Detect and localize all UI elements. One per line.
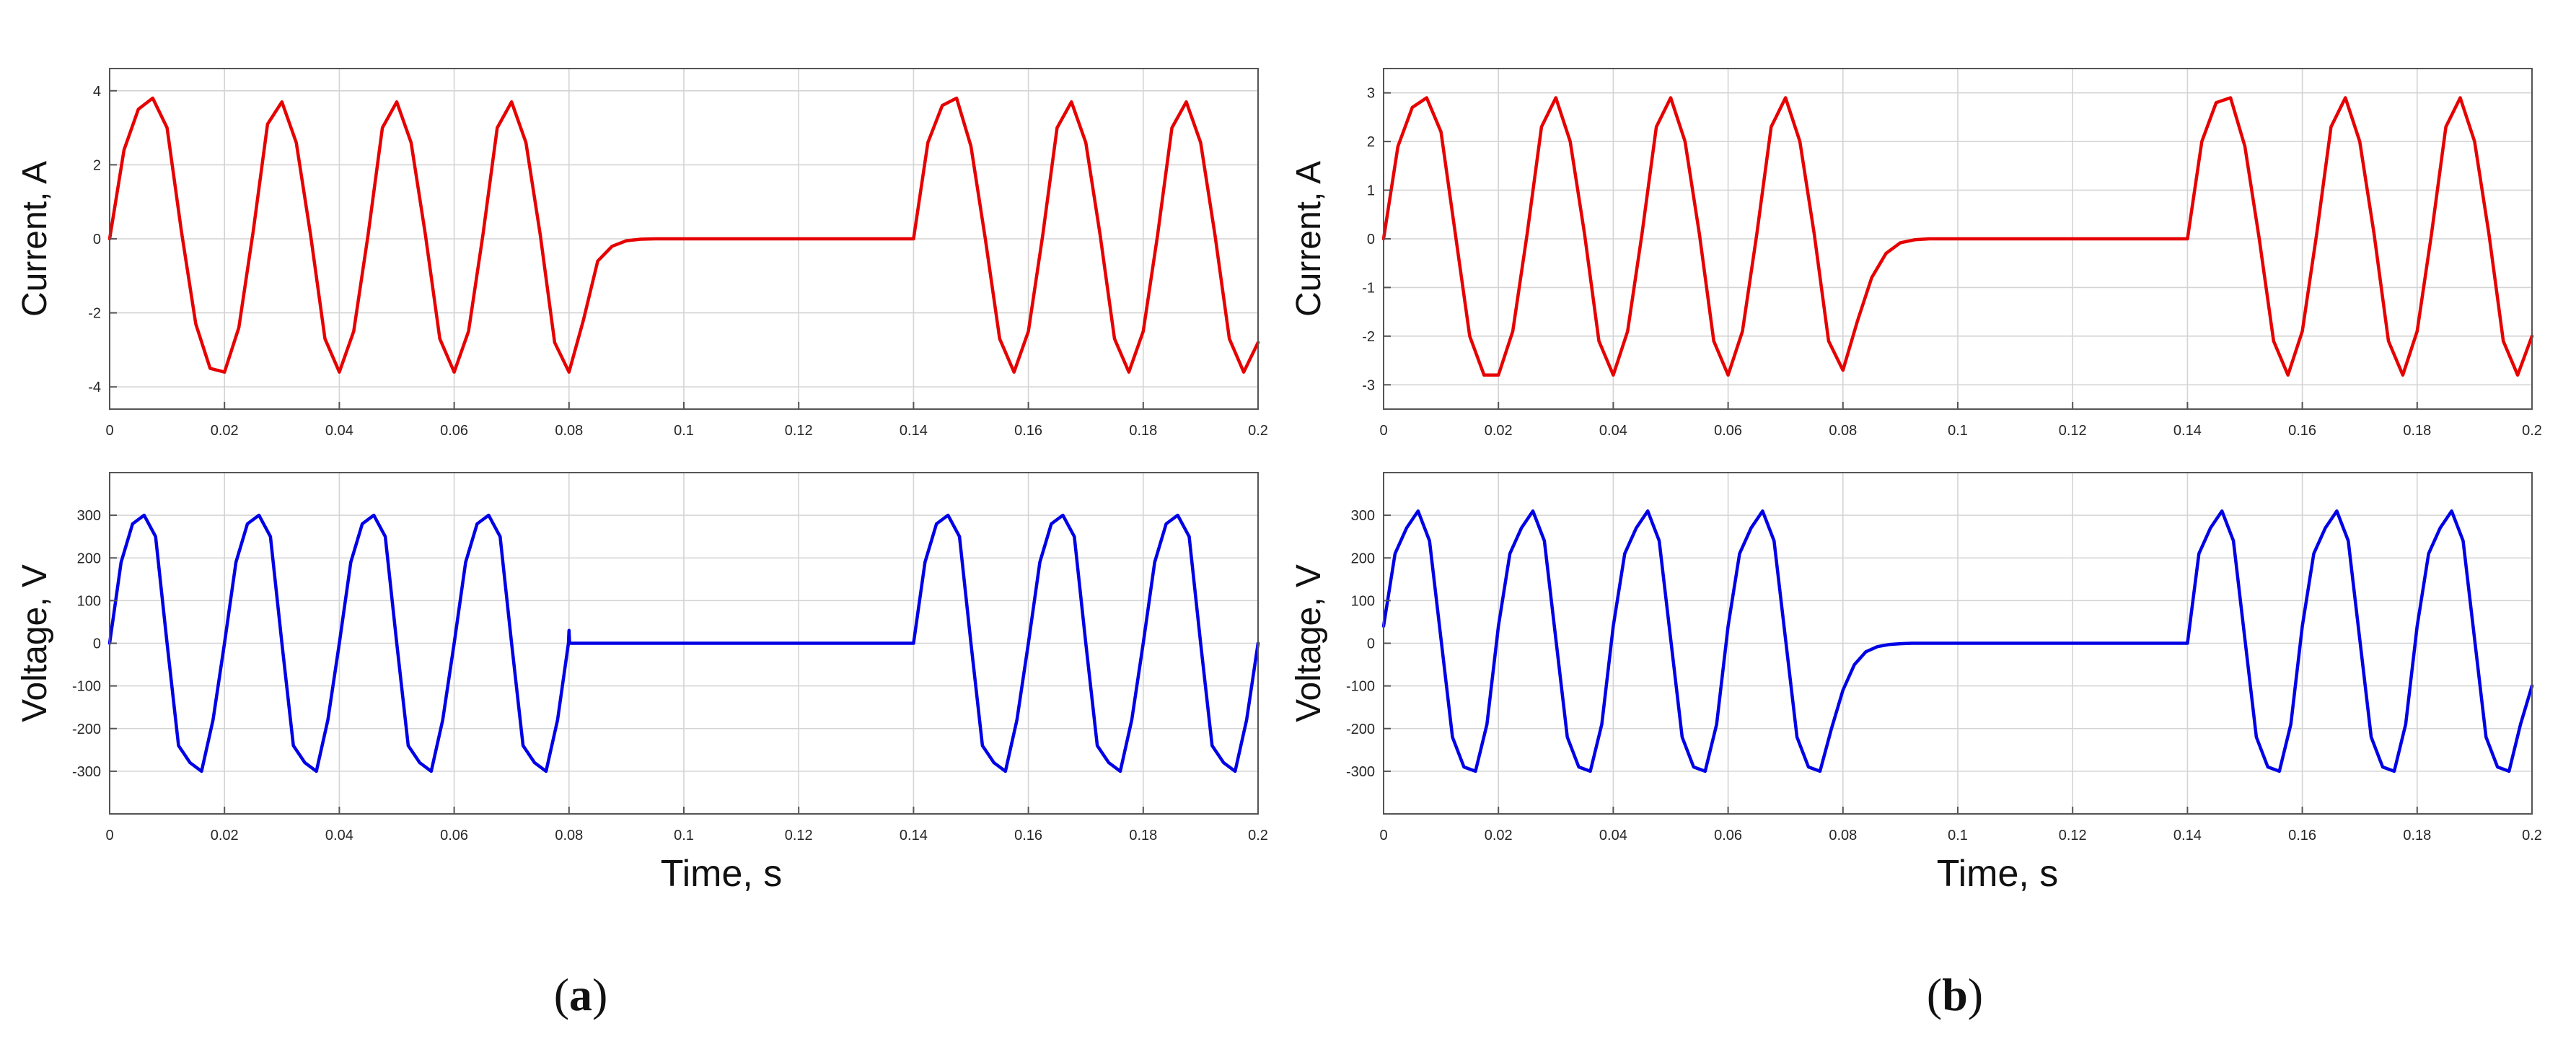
y-tick-label-a-current-1: -2 <box>88 306 101 322</box>
panel-label-b: (b) <box>1927 969 1983 1020</box>
y-axis-label-b-current: Current, A <box>1290 161 1328 317</box>
x-tick-label-b-voltage-9: 0.18 <box>2403 828 2431 843</box>
x-tick-label-a-voltage-0: 0 <box>105 828 113 843</box>
x-tick-label-b-voltage-4: 0.08 <box>1829 828 1857 843</box>
y-tick-label-b-current-0: -3 <box>1362 377 1375 393</box>
x-tick-label-a-voltage-5: 0.1 <box>674 828 694 843</box>
x-tick-label-b-voltage-5: 0.1 <box>1948 828 1968 843</box>
x-tick-label-a-current-8: 0.16 <box>1014 423 1042 439</box>
x-tick-label-a-current-7: 0.14 <box>900 423 928 439</box>
y-tick-label-b-current-6: 3 <box>1367 86 1375 102</box>
x-tick-label-b-current-0: 0 <box>1379 423 1387 439</box>
x-tick-label-b-current-8: 0.16 <box>2288 423 2316 439</box>
y-tick-label-a-voltage-6: 300 <box>77 508 101 524</box>
x-tick-label-b-voltage-7: 0.14 <box>2173 828 2202 843</box>
y-axis-label-a-current: Current, A <box>16 161 54 317</box>
x-tick-label-b-voltage-3: 0.06 <box>1714 828 1742 843</box>
x-tick-label-a-voltage-1: 0.02 <box>211 828 239 843</box>
y-tick-label-a-voltage-3: 0 <box>93 636 101 652</box>
x-tick-label-a-current-6: 0.12 <box>785 423 813 439</box>
x-tick-label-b-voltage-8: 0.16 <box>2288 828 2316 843</box>
series-line-b-current <box>1381 96 2534 377</box>
x-tick-label-a-current-9: 0.18 <box>1129 423 1157 439</box>
x-tick-label-a-voltage-2: 0.04 <box>325 828 353 843</box>
x-tick-label-b-voltage-2: 0.04 <box>1599 828 1627 843</box>
x-tick-label-a-voltage-8: 0.16 <box>1014 828 1042 843</box>
x-tick-label-b-voltage-10: 0.2 <box>2522 828 2542 843</box>
x-tick-label-a-voltage-6: 0.12 <box>785 828 813 843</box>
y-tick-label-a-voltage-2: -100 <box>72 679 101 695</box>
y-tick-label-b-voltage-5: 200 <box>1351 551 1375 566</box>
y-tick-label-b-voltage-4: 100 <box>1351 593 1375 609</box>
panel-label-a-letter: a <box>569 969 592 1020</box>
x-tick-label-b-current-2: 0.04 <box>1599 423 1627 439</box>
x-tick-label-b-current-5: 0.1 <box>1948 423 1968 439</box>
x-tick-label-b-voltage-1: 0.02 <box>1485 828 1513 843</box>
x-tick-label-a-voltage-10: 0.2 <box>1248 828 1268 843</box>
x-tick-label-a-voltage-4: 0.08 <box>555 828 583 843</box>
x-tick-label-b-voltage-6: 0.12 <box>2059 828 2087 843</box>
panel-label-b-letter: b <box>1942 969 1968 1020</box>
panel-label-a: (a) <box>554 969 608 1020</box>
y-tick-label-b-voltage-3: 0 <box>1367 636 1375 652</box>
x-tick-label-a-current-3: 0.06 <box>440 423 468 439</box>
y-tick-label-a-voltage-4: 100 <box>77 593 101 609</box>
y-axis-label-a-voltage: Voltage, V <box>16 564 54 722</box>
x-tick-label-b-current-3: 0.06 <box>1714 423 1742 439</box>
x-tick-label-a-current-4: 0.08 <box>555 423 583 439</box>
x-tick-label-a-current-10: 0.2 <box>1248 423 1268 439</box>
x-tick-label-a-current-1: 0.02 <box>211 423 239 439</box>
y-tick-label-a-voltage-1: -200 <box>72 722 101 737</box>
plot-a-current: 0 0.02 0.04 0.06 0.08 0.1 0.12 0.14 0.16 0.18 0.2 -… <box>16 68 1268 439</box>
plot-a-voltage: 0 0.02 0.04 0.06 0.08 0.1 0.12 0.14 0.16 0.18 0.2 -… <box>16 472 1268 843</box>
x-tick-label-b-current-10: 0.2 <box>2522 423 2542 439</box>
plot-b-voltage: 0 0.02 0.04 0.06 0.08 0.1 0.12 0.14 0.16 0.18 0.2 -… <box>1290 472 2542 843</box>
x-axis-label-a: Time, s <box>661 853 783 895</box>
y-tick-label-a-current-2: 0 <box>93 232 101 247</box>
panel-label-b-open: ( <box>1927 969 1942 1020</box>
y-tick-label-a-voltage-0: -300 <box>72 764 101 780</box>
y-tick-label-a-voltage-5: 200 <box>77 551 101 566</box>
y-axis-label-b-voltage: Voltage, V <box>1290 564 1328 722</box>
x-tick-label-b-current-1: 0.02 <box>1485 423 1513 439</box>
plot-b-current: 0 0.02 0.04 0.06 0.08 0.1 0.12 0.14 0.16 0.18 0.2 -… <box>1290 68 2542 439</box>
series-line-b-voltage <box>1381 509 2534 773</box>
x-axis-label-b: Time, s <box>1937 853 2059 895</box>
y-tick-label-a-current-3: 2 <box>93 157 101 173</box>
y-tick-label-b-current-2: -1 <box>1362 280 1375 296</box>
y-tick-label-b-current-3: 0 <box>1367 232 1375 247</box>
x-tick-label-a-current-5: 0.1 <box>674 423 694 439</box>
series-line-a-voltage <box>107 513 1260 773</box>
y-tick-label-a-current-4: 4 <box>93 84 101 100</box>
x-tick-label-b-current-4: 0.08 <box>1829 423 1857 439</box>
x-tick-label-b-voltage-0: 0 <box>1379 828 1387 843</box>
x-tick-label-b-current-9: 0.18 <box>2403 423 2431 439</box>
panel-label-a-open: ( <box>554 969 569 1020</box>
y-tick-label-b-current-5: 2 <box>1367 134 1375 150</box>
plots: 0 0.02 0.04 0.06 0.08 0.1 0.12 0.14 0.16 0.18 0.2-… <box>16 68 2542 843</box>
panel-label-b-close: ) <box>1968 969 1983 1020</box>
y-tick-label-a-current-0: -4 <box>88 380 101 395</box>
y-tick-label-b-current-4: 1 <box>1367 183 1375 199</box>
x-tick-label-a-voltage-9: 0.18 <box>1129 828 1157 843</box>
x-tick-label-b-current-6: 0.12 <box>2059 423 2087 439</box>
x-tick-label-a-current-0: 0 <box>105 423 113 439</box>
x-tick-label-b-current-7: 0.14 <box>2173 423 2202 439</box>
y-tick-label-b-voltage-0: -300 <box>1346 764 1375 780</box>
panel-label-a-close: ) <box>592 969 607 1020</box>
x-tick-label-a-voltage-7: 0.14 <box>900 828 928 843</box>
x-tick-label-a-current-2: 0.04 <box>325 423 353 439</box>
series-line-a-current <box>107 96 1260 374</box>
y-tick-label-b-current-1: -2 <box>1362 329 1375 345</box>
y-tick-label-b-voltage-2: -100 <box>1346 679 1375 695</box>
x-tick-label-a-voltage-3: 0.06 <box>440 828 468 843</box>
y-tick-label-b-voltage-1: -200 <box>1346 722 1375 737</box>
y-tick-label-b-voltage-6: 300 <box>1351 508 1375 524</box>
